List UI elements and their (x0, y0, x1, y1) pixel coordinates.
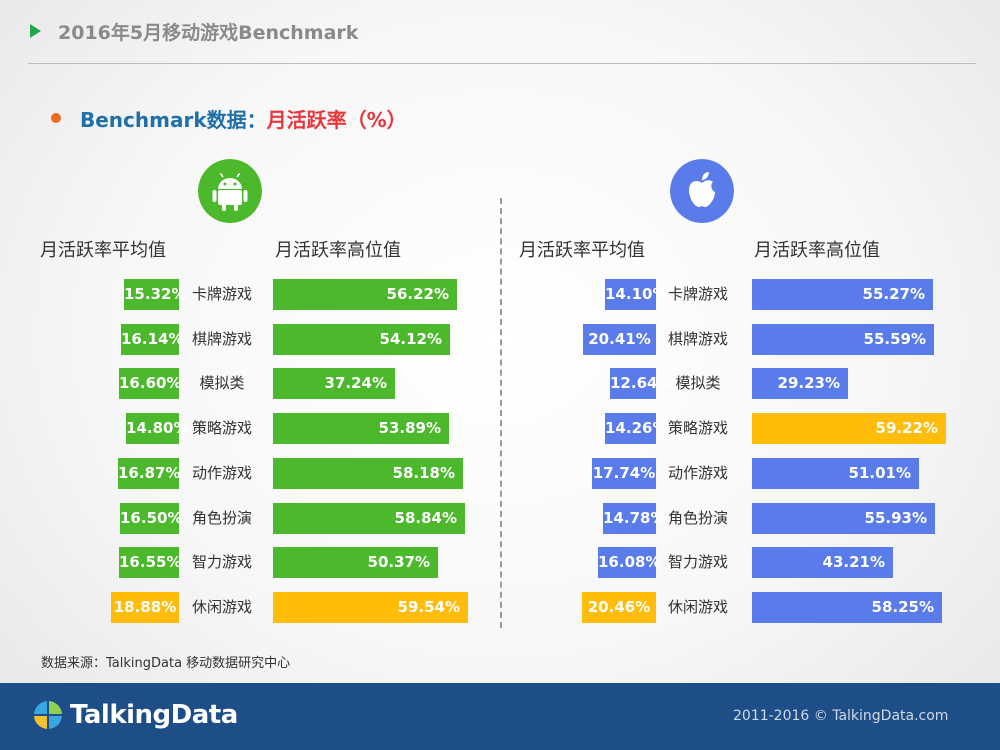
ios-category-label: 卡牌游戏 (667, 285, 728, 303)
android-high-bar: 59.54% (273, 592, 468, 623)
panel-divider (500, 198, 502, 628)
android-avg-bar: 16.60% (119, 368, 181, 399)
android-category-label: 卡牌游戏 (191, 285, 252, 303)
header-divider (28, 63, 976, 64)
android-category-label: 智力游戏 (191, 553, 252, 571)
ios-high-bar: 55.27% (752, 279, 933, 310)
page-title: 2016年5月移动游戏Benchmark (58, 22, 359, 44)
ios-avg-bar: 12.64% (610, 368, 672, 399)
android-col-avg-header: 月活跃率平均值 (40, 240, 166, 261)
android-high-bar: 58.84% (273, 503, 465, 534)
ios-category-label: 休闲游戏 (667, 598, 728, 616)
ios-category-label: 模拟类 (675, 374, 721, 392)
android-category-label: 策略游戏 (191, 419, 252, 437)
ios-high-bar: 29.23% (752, 368, 848, 399)
footer-bar (0, 683, 1000, 750)
android-avg-bar: 14.80% (126, 413, 188, 444)
android-high-bar: 50.37% (273, 547, 438, 578)
android-avg-bar: 16.87% (118, 458, 180, 489)
android-high-bar: 53.89% (273, 413, 449, 444)
ios-avg-bar: 14.10% (605, 279, 667, 310)
ios-avg-bar: 20.46% (582, 592, 656, 623)
ios-avg-bar: 17.74% (592, 458, 656, 489)
footer-copyright: 2011-2016 © TalkingData.com (733, 708, 949, 724)
subtitle-metric: 月活跃率（%） (266, 108, 407, 132)
android-category-label: 休闲游戏 (191, 598, 252, 616)
bullet-dot-icon (51, 113, 61, 123)
android-category-label: 棋牌游戏 (191, 330, 252, 348)
android-avg-bar: 18.88% (111, 592, 179, 623)
ios-category-label: 智力游戏 (667, 553, 728, 571)
header-arrow-icon (30, 24, 41, 38)
subtitle-prefix: Benchmark数据： (80, 108, 267, 132)
ios-category-label: 角色扮演 (667, 509, 728, 527)
ios-high-bar: 55.93% (752, 503, 935, 534)
ios-col-avg-header: 月活跃率平均值 (519, 240, 645, 261)
android-high-bar: 58.18% (273, 458, 463, 489)
android-high-bar: 54.12% (273, 324, 450, 355)
ios-category-label: 动作游戏 (667, 464, 728, 482)
ios-high-bar: 55.59% (752, 324, 934, 355)
ios-high-bar: 58.25% (752, 592, 942, 623)
ios-category-label: 策略游戏 (667, 419, 728, 437)
android-avg-bar: 15.32% (124, 279, 186, 310)
ios-high-bar: 59.22% (752, 413, 946, 444)
footer-brand: TalkingData (70, 700, 238, 730)
ios-avg-bar: 14.26% (605, 413, 667, 444)
ios-high-bar: 43.21% (752, 547, 893, 578)
android-col-high-header: 月活跃率高位值 (275, 240, 401, 261)
android-category-label: 角色扮演 (191, 509, 252, 527)
apple-logo-icon (670, 159, 734, 223)
android-logo-icon (198, 159, 262, 223)
ios-category-label: 棋牌游戏 (667, 330, 728, 348)
android-category-label: 模拟类 (199, 374, 245, 392)
ios-avg-bar: 14.78% (603, 503, 665, 534)
android-avg-bar: 16.14% (121, 324, 183, 355)
android-high-bar: 37.24% (273, 368, 395, 399)
ios-avg-bar: 20.41% (583, 324, 656, 355)
android-category-label: 动作游戏 (191, 464, 252, 482)
android-avg-bar: 16.55% (119, 547, 181, 578)
android-high-bar: 56.22% (273, 279, 457, 310)
ios-high-bar: 51.01% (752, 458, 919, 489)
chart-subtitle: Benchmark数据：月活跃率（%） (80, 104, 407, 133)
android-avg-bar: 16.50% (120, 503, 182, 534)
ios-col-high-header: 月活跃率高位值 (754, 240, 880, 261)
talkingdata-logo-icon (34, 701, 62, 729)
data-source: 数据来源：TalkingData 移动数据研究中心 (41, 656, 291, 671)
ios-avg-bar: 16.08% (598, 547, 660, 578)
